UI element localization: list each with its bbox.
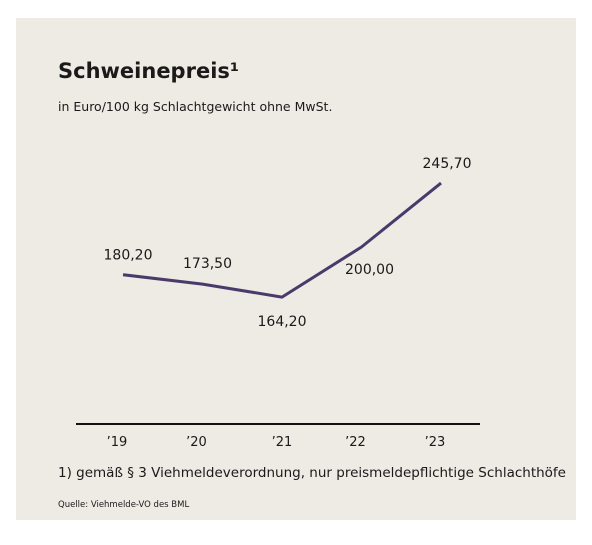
panel — [16, 18, 576, 520]
data-label: 164,20 — [258, 314, 307, 330]
data-label: 180,20 — [104, 248, 153, 264]
x-tick-label: ’19 — [107, 435, 128, 450]
x-tick-label: ’22 — [345, 435, 366, 450]
data-label: 245,70 — [423, 156, 472, 172]
data-label: 200,00 — [345, 262, 394, 278]
x-tick-label: ’21 — [272, 435, 293, 450]
data-label: 173,50 — [183, 256, 232, 272]
x-tick-label: ’20 — [186, 435, 207, 450]
line — [122, 181, 442, 299]
footnote: 1) gemäß § 3 Viehmeldeverordnung, nur pr… — [58, 465, 566, 481]
source: Quelle: Viehmelde-VO des BML — [58, 500, 189, 510]
x-tick-label: ’23 — [425, 435, 446, 450]
chart-title: Schweinepreis¹ — [58, 59, 239, 83]
chart-subtitle: in Euro/100 kg Schlachtgewicht ohne MwSt… — [58, 99, 332, 114]
